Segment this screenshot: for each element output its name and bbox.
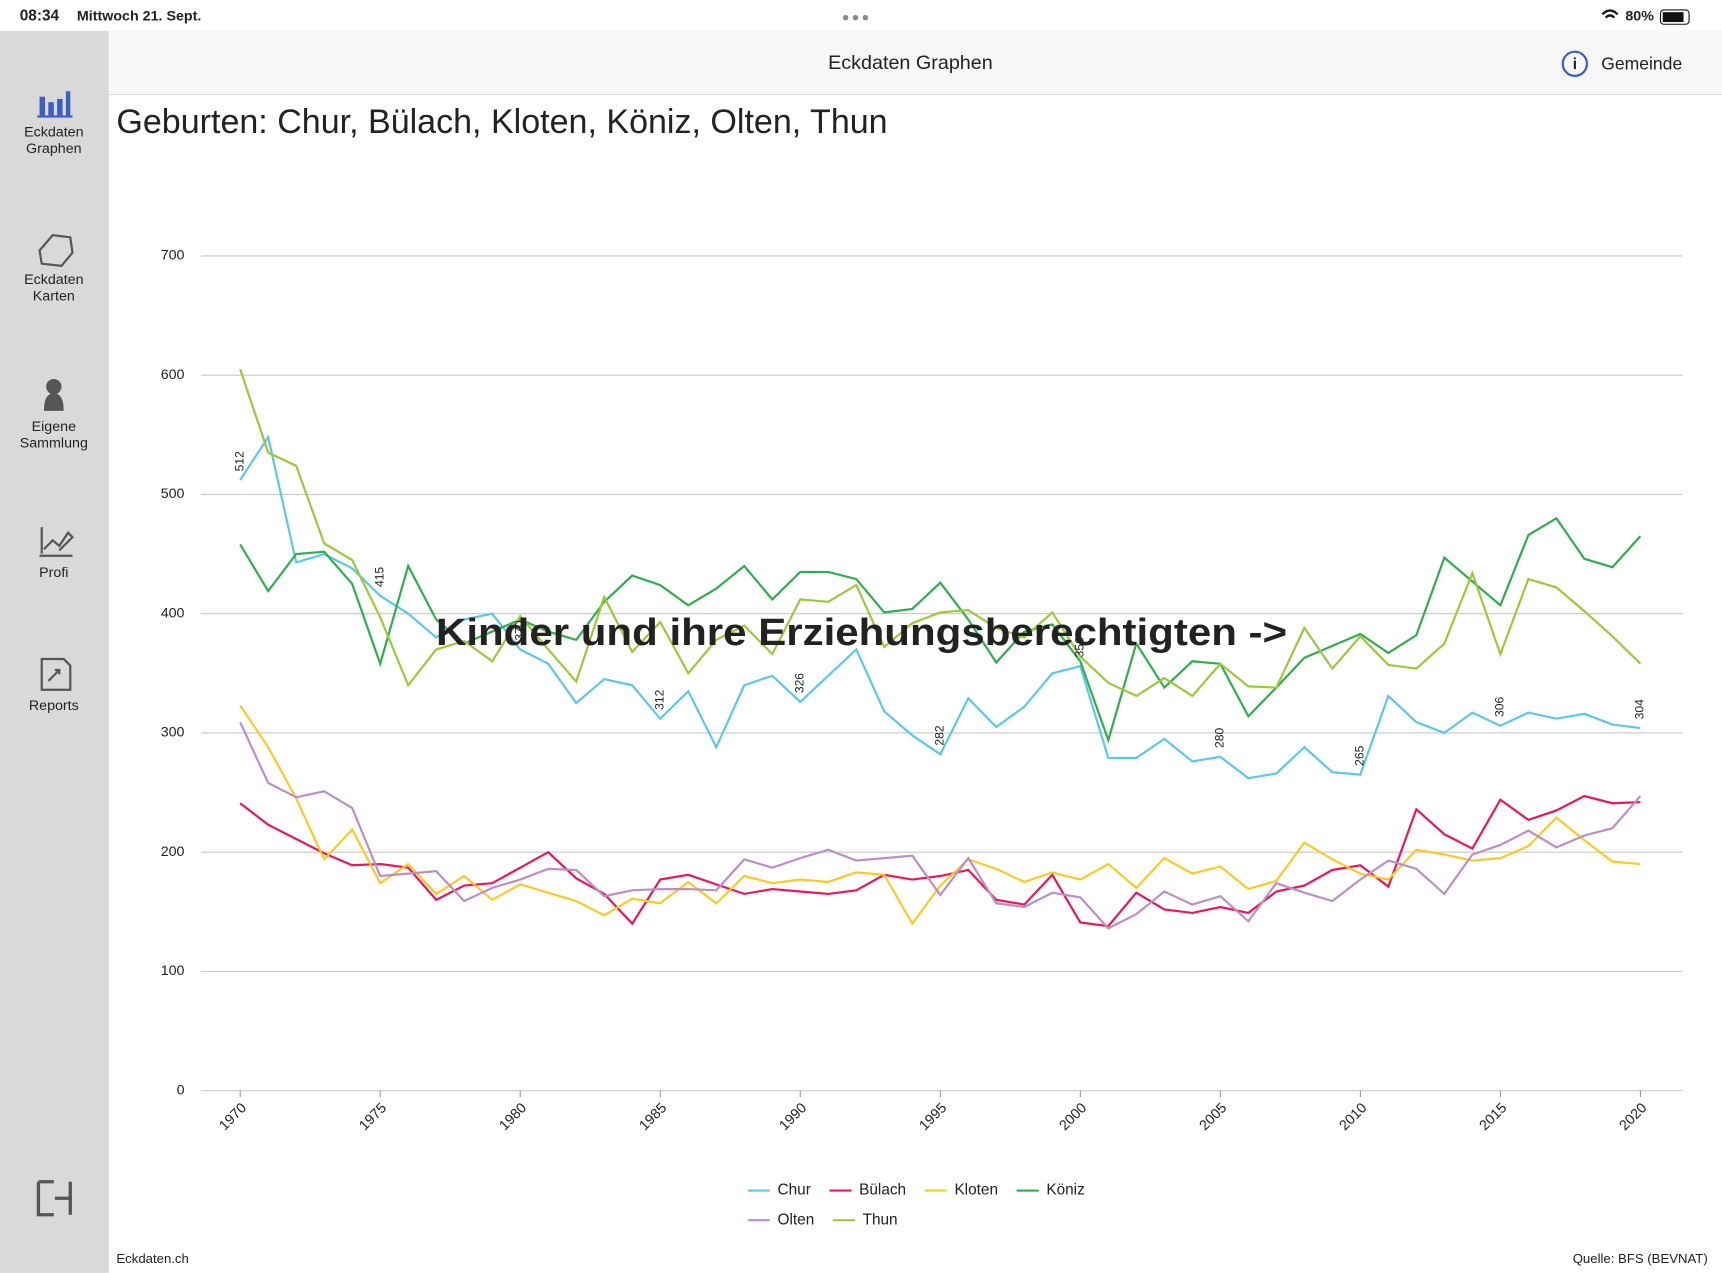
series-line (239, 704, 1641, 926)
data-label: 326 (792, 673, 806, 693)
y-tick-label: 500 (161, 486, 185, 502)
icon-reports (40, 657, 72, 691)
y-tick-label: 300 (161, 725, 185, 741)
legend-label: Kloten (954, 1182, 998, 1199)
y-tick-label: 400 (161, 605, 185, 621)
y-tick-label: 0 (177, 1082, 185, 1098)
status-date: Mittwoch 21. Sept. (77, 8, 201, 24)
battery-icon (1659, 9, 1690, 25)
data-label: 356 (1073, 637, 1087, 657)
sidebar-label[interactable]: Eckdaten (24, 272, 83, 288)
y-tick-label: 700 (161, 248, 185, 264)
icon-graphs (37, 91, 73, 118)
sidebar-label[interactable]: Karten (33, 288, 75, 304)
data-label: 265 (1353, 745, 1367, 765)
chart-title: Geburten: Chur, Bülach, Kloten, Köniz, O… (116, 103, 887, 141)
legend-label: Köniz (1046, 1182, 1084, 1199)
y-tick-label: 100 (161, 963, 185, 979)
info-glyph: i (1573, 56, 1577, 73)
header-title: Eckdaten Graphen (828, 52, 993, 74)
data-label: 282 (933, 725, 947, 745)
icon-collection (43, 378, 64, 411)
sidebar-label[interactable]: Profi (39, 565, 68, 581)
data-label: 512 (232, 451, 246, 471)
footer-right: Quelle: BFS (BEVNAT) (1573, 1251, 1708, 1266)
header-bar (108, 30, 1722, 95)
data-label: 280 (1213, 728, 1227, 748)
sidebar-label[interactable]: Eckdaten (24, 125, 83, 141)
info-icon[interactable] (1561, 50, 1589, 77)
data-label: 415 (372, 567, 386, 587)
series-line (239, 368, 1642, 698)
series-line (239, 721, 1642, 930)
battery-level: 80% (1625, 8, 1654, 24)
legend-label: Bülach (859, 1182, 906, 1199)
status-time: 08:34 (20, 8, 60, 25)
sidebar (0, 30, 109, 1273)
app-logo (36, 1180, 72, 1217)
legend-label: Chur (778, 1182, 811, 1199)
header-action[interactable]: Gemeinde (1601, 54, 1682, 74)
icon-maps (38, 233, 74, 268)
footer-left: Eckdaten.ch (116, 1251, 188, 1266)
y-tick-label: 200 (161, 844, 185, 860)
data-label: 312 (652, 689, 666, 709)
sidebar-label[interactable]: Reports (29, 698, 79, 714)
data-label: 306 (1493, 697, 1507, 717)
series-line (239, 516, 1642, 744)
legend-label: Olten (778, 1211, 815, 1228)
icon-profi (39, 527, 75, 557)
sidebar-label[interactable]: Graphen (26, 141, 82, 157)
multitask-dots (842, 14, 869, 21)
series-line (239, 434, 1641, 780)
data-label: 370 (512, 620, 526, 640)
wifi-icon (1601, 9, 1619, 19)
y-tick-label: 600 (161, 367, 185, 383)
sidebar-label[interactable]: Eigene (32, 419, 76, 435)
battery-fill (1662, 12, 1684, 23)
data-label: 304 (1633, 699, 1647, 719)
overlay-text[interactable]: Kinder und ihre Erziehungsberechtigten -… (436, 611, 1287, 654)
sidebar-label[interactable]: Sammlung (20, 436, 88, 452)
legend-label: Thun (863, 1211, 898, 1228)
